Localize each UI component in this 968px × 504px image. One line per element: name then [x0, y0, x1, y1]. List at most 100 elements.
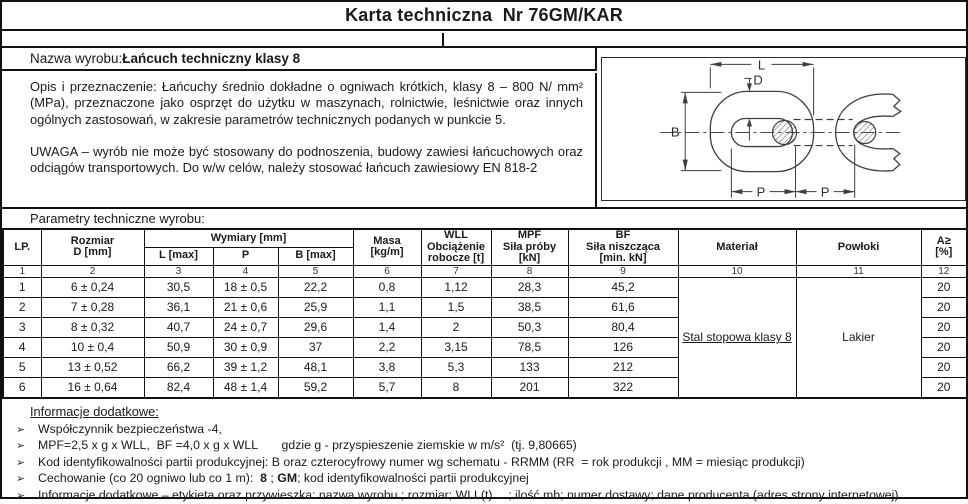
column-number: 11: [795, 264, 922, 278]
header-a: A≥ [%]: [920, 228, 968, 266]
page-title: Karta techniczna Nr 76GM/KAR: [345, 5, 623, 25]
cell-l: 50,9: [143, 336, 214, 358]
cell-lp: 4: [2, 336, 42, 358]
dim-b-arrow-down: [682, 159, 688, 171]
table-header-row-2: L [max] P B [max]: [3, 246, 967, 266]
cell-bf: 126: [567, 336, 679, 358]
cell-bf: 80,4: [567, 316, 679, 338]
dim-label-l: L: [758, 58, 765, 72]
info-item: ➢ Cechowanie (co 20 ogniwo lub co 1 m): 8…: [16, 471, 966, 487]
next-link-outer-arc: [834, 93, 893, 172]
info-item: ➢ Informacje dodatkowe – etykieta oraz pr…: [16, 488, 966, 504]
product-name: Łańcuch techniczny klasy 8: [122, 51, 301, 66]
bullet-arrow-icon: ➢: [16, 440, 26, 453]
bullet-arrow-icon: ➢: [16, 424, 26, 436]
bullet-arrow-icon: ➢: [16, 473, 26, 486]
dim-label-p1: P: [757, 185, 766, 200]
cell-d: 13 ± 0,52: [40, 356, 145, 378]
cell-masa: 5,7: [352, 376, 422, 398]
header-powloki: Powłoki: [795, 228, 922, 266]
cell-p: 48 ± 1,4: [212, 376, 279, 398]
dim-p2-arrow-left: [795, 189, 807, 195]
table-row: 6 16 ± 0,64 82,4 48 ± 1,4 59,2 5,7 8 201 322 20: [2, 376, 968, 398]
cell-a: 20: [920, 276, 968, 298]
info-item-text: Współczynnik bezpieczeństwa -4,: [38, 422, 222, 436]
header-l-max: L [max]: [143, 246, 214, 266]
dim-label-b: B: [671, 125, 680, 140]
cell-mpf: 50,3: [490, 316, 569, 338]
info-item-text: Kod identyfikowalności partii produkcyjn…: [38, 454, 805, 469]
dim-label-d: D: [753, 72, 762, 87]
break-edge-top: [892, 93, 902, 118]
cell-wll: 5,3: [420, 356, 492, 378]
dim-p1-arrow-left: [731, 189, 743, 195]
chain-link-diagram: L D B P P: [660, 58, 902, 200]
dim-p2-arrow-right: [843, 189, 855, 195]
additional-info-section: Informacje dodatkowe: ➢ Współczynnik bezp…: [2, 401, 966, 502]
cell-b: 48,1: [277, 356, 354, 378]
header-rozmiar: Rozmiar D [mm]: [40, 228, 145, 266]
additional-info-heading: Informacje dodatkowe:: [30, 404, 159, 419]
header-lp: LP.: [2, 228, 42, 266]
header-p: P: [212, 246, 279, 266]
cell-a: 20: [920, 356, 968, 378]
chain-link-drawing: L D B P P: [601, 57, 966, 201]
product-name-bar: Nazwa wyrobu: Łańcuch techniczny klasy 8: [2, 48, 597, 71]
break-edge-bottom: [892, 148, 901, 172]
column-number: 9: [567, 264, 679, 278]
column-number: 7: [420, 264, 492, 278]
cell-p: 30 ± 0,9: [212, 336, 279, 358]
cell-b: 37: [277, 336, 354, 358]
column-number: 6: [352, 264, 422, 278]
dim-label-p2: P: [821, 185, 830, 200]
cell-b: 29,6: [277, 316, 354, 338]
material-value: Stal stopowa klasy 8: [682, 330, 792, 344]
cell-wll: 2: [420, 316, 492, 338]
cell-wll: 3,15: [420, 336, 492, 358]
parameters-section-label-row: Parametry techniczne wyrobu:: [2, 207, 966, 228]
cell-a: 20: [920, 316, 968, 338]
cell-l: 82,4: [143, 376, 214, 398]
additional-info-list: ➢ Współczynnik bezpieczeństwa -4, ➢ MPF=2,5…: [2, 422, 966, 504]
header-mpf: MPF Siła próby [kN]: [490, 228, 569, 266]
cell-b: 25,9: [277, 296, 354, 318]
cell-a: 20: [920, 336, 968, 358]
cell-a: 20: [920, 376, 968, 398]
parameters-section-label: Parametry techniczne wyrobu:: [30, 211, 205, 226]
dim-l-arrow-left: [710, 61, 722, 67]
cell-lp: 1: [2, 276, 42, 298]
info-item: ➢ Współczynnik bezpieczeństwa -4,: [16, 422, 966, 438]
product-warning: UWAGA – wyrób nie może być stosowany do …: [30, 143, 583, 176]
cell-b: 22,2: [277, 276, 354, 298]
cell-bf: 45,2: [567, 276, 679, 298]
cell-d: 7 ± 0,28: [40, 296, 145, 318]
cell-lp: 2: [2, 296, 42, 318]
cell-mpf: 78,5: [490, 336, 569, 358]
header-material: Materiał: [677, 228, 797, 266]
product-description-box: Opis i przeznaczenie: Łańcuchy średnio d…: [2, 73, 597, 207]
cell-l: 36,1: [143, 296, 214, 318]
column-number: 2: [40, 264, 145, 278]
product-description: Opis i przeznaczenie: Łańcuchy średnio d…: [30, 79, 583, 127]
chain-link-outer-outline: [709, 90, 815, 173]
dim-d-arrow-down: [746, 83, 753, 92]
title-bar: Karta techniczna Nr 76GM/KAR: [2, 2, 966, 31]
dim-l-arrow-right: [802, 61, 814, 67]
column-numbers-row: 1 2 3 4 5 6 7 8 9 10 11 12: [2, 264, 968, 278]
bullet-arrow-icon: ➢: [16, 489, 26, 502]
cell-l: 30,5: [143, 276, 214, 298]
column-number: 10: [677, 264, 797, 278]
column-number: 3: [143, 264, 214, 278]
header-b-max: B [max]: [277, 246, 354, 266]
cell-lp: 5: [2, 356, 42, 378]
column-number: 12: [920, 264, 968, 278]
cell-wll: 8: [420, 376, 492, 398]
cell-p: 21 ± 0,6: [212, 296, 279, 318]
cell-material: Stal stopowa klasy 8: [677, 276, 797, 398]
cell-d: 8 ± 0,32: [40, 316, 145, 338]
info-item: ➢ Kod identyfikowalności partii produkcyj…: [16, 455, 966, 471]
cell-mpf: 133: [490, 356, 569, 378]
